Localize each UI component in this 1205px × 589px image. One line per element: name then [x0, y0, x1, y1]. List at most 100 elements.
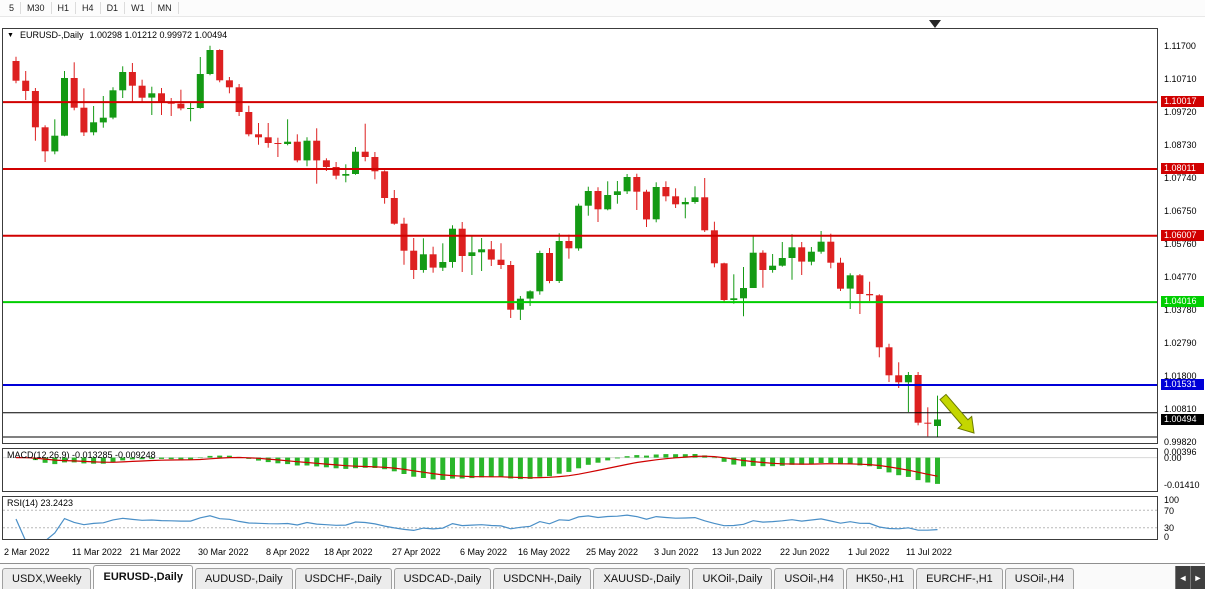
- candle-body: [749, 252, 757, 288]
- chart-tab-usoil-h4[interactable]: USOil-,H4: [1004, 568, 1075, 589]
- candle-body: [51, 135, 59, 152]
- ohlc-values: 1.00298 1.01212 0.99972 1.00494: [89, 30, 228, 40]
- candle-body: [381, 171, 389, 198]
- timeframe-button-h1[interactable]: H1: [52, 2, 77, 14]
- candle-body: [691, 197, 699, 202]
- candle-body: [546, 253, 553, 281]
- candle-body: [555, 241, 563, 281]
- macd-panel: MACD(12,26,9) -0.013285 -0.009248 0.0039…: [0, 447, 1205, 495]
- date-tick-label: 21 Mar 2022: [130, 547, 181, 557]
- candle-body: [895, 375, 903, 383]
- candle-body: [400, 223, 408, 251]
- candle-body: [914, 375, 922, 423]
- timeframe-button-5[interactable]: 5: [3, 2, 22, 14]
- candle-body: [390, 198, 398, 224]
- tab-scroll-left-button[interactable]: ◄: [1175, 566, 1190, 589]
- candle-body: [148, 93, 156, 98]
- tab-scroll-right-button[interactable]: ►: [1190, 566, 1205, 589]
- symbol-name: EURUSD-,Daily: [19, 30, 84, 40]
- candle-body: [303, 140, 311, 161]
- main-chart-panel: ▼ EURUSD-,Daily 1.00298 1.01212 0.99972 …: [0, 17, 1205, 447]
- candle-body: [487, 249, 495, 260]
- down-right-arrow-object[interactable]: [939, 393, 975, 434]
- candle-body: [80, 107, 88, 133]
- rsi-plot[interactable]: [2, 496, 1158, 540]
- date-tick-label: 27 Apr 2022: [392, 547, 441, 557]
- current-price-tag: 1.00494: [1161, 414, 1204, 425]
- timeframe-button-w1[interactable]: W1: [125, 2, 152, 14]
- price-axis-label: 1.00810: [1164, 404, 1197, 414]
- candle-body: [371, 157, 379, 172]
- chart-tab-xauusd-daily[interactable]: XAUUSD-,Daily: [593, 568, 691, 589]
- candle-body: [807, 251, 815, 262]
- candle-body: [99, 117, 107, 123]
- candle-body: [70, 78, 78, 108]
- candle-body: [293, 141, 301, 161]
- candlestick-chart-canvas[interactable]: [2, 28, 1158, 444]
- macd-axis-label: 0.00: [1164, 453, 1182, 463]
- candle-body: [22, 80, 30, 91]
- chart-tab-usdx-weekly[interactable]: USDX,Weekly: [2, 568, 92, 589]
- chart-tab-hk50-h1[interactable]: HK50-,H1: [845, 568, 915, 589]
- candle-body: [119, 72, 127, 91]
- candle-body: [322, 160, 330, 167]
- price-axis-label: 1.08730: [1164, 140, 1197, 150]
- candle-body: [352, 151, 359, 174]
- price-chart-area[interactable]: [2, 28, 1158, 444]
- candle-body: [769, 265, 777, 270]
- date-tick-label: 22 Jun 2022: [780, 547, 830, 557]
- candle-body: [575, 205, 583, 249]
- candle-body: [827, 241, 835, 263]
- timeframe-button-h4[interactable]: H4: [76, 2, 101, 14]
- candle-body: [284, 141, 292, 144]
- candles-group: [12, 45, 941, 437]
- candle-body: [604, 195, 612, 210]
- candle-body: [216, 50, 224, 81]
- chart-tab-usoil-h4[interactable]: USOil-,H4: [774, 568, 844, 589]
- chart-tab-audusd-daily[interactable]: AUDUSD-,Daily: [194, 568, 293, 589]
- candle-body: [701, 197, 709, 231]
- candle-body: [817, 241, 825, 252]
- chart-menu-icon[interactable]: ▼: [7, 31, 14, 39]
- rsi-axis: 100 70 30 0: [1160, 495, 1205, 543]
- chart-tab-usdchf-daily[interactable]: USDCHF-,Daily: [294, 568, 392, 589]
- candle-body: [429, 254, 437, 268]
- chart-tab-ukoil-daily[interactable]: UKOil-,Daily: [692, 568, 773, 589]
- candle-body: [264, 137, 272, 143]
- date-axis[interactable]: 2 Mar 2022 11 Mar 2022 21 Mar 2022 30 Mar 2…: [0, 543, 1205, 563]
- candle-body: [177, 103, 185, 109]
- timeframe-button-m30[interactable]: M30: [21, 2, 52, 14]
- chart-tab-usdcnh-daily[interactable]: USDCNH-,Daily: [493, 568, 592, 589]
- macd-plot[interactable]: [2, 448, 1158, 492]
- candle-body: [516, 298, 524, 310]
- chart-tab-eurchf-h1[interactable]: EURCHF-,H1: [916, 568, 1003, 589]
- candle-body: [885, 347, 893, 376]
- price-axis-label: 1.09720: [1164, 107, 1197, 117]
- candle-body: [255, 134, 262, 138]
- price-axis[interactable]: 1.11700 1.10710 1.09720 1.08730 1.07740 1.067…: [1160, 17, 1205, 447]
- rsi-axis-label: 0: [1164, 532, 1170, 542]
- candle-body: [507, 265, 515, 310]
- candle-body: [584, 191, 592, 206]
- candle-body: [633, 177, 641, 192]
- chart-shift-marker-icon[interactable]: [929, 20, 941, 28]
- price-level-tag: 1.08011: [1161, 163, 1204, 174]
- macd-chart-area[interactable]: [2, 448, 1158, 492]
- candle-body: [875, 295, 883, 348]
- rsi-chart-area[interactable]: [2, 496, 1158, 540]
- timeframe-button-d1[interactable]: D1: [101, 2, 126, 14]
- candle-body: [798, 247, 806, 262]
- macd-signal-line: [15, 455, 938, 479]
- candle-body: [419, 254, 427, 270]
- chart-tab-usdcad-daily[interactable]: USDCAD-,Daily: [393, 568, 492, 589]
- candle-body: [565, 241, 573, 249]
- chart-tabbar: USDX,Weekly EURUSD-,Daily AUDUSD-,Daily USD…: [0, 563, 1205, 589]
- candle-body: [313, 140, 321, 161]
- candle-body: [710, 230, 718, 264]
- candle-body: [109, 90, 117, 118]
- chart-tab-eurusd-daily[interactable]: EURUSD-,Daily: [93, 565, 193, 589]
- timeframe-button-mn[interactable]: MN: [152, 2, 179, 14]
- candle-body: [449, 228, 456, 262]
- candle-body: [187, 108, 195, 109]
